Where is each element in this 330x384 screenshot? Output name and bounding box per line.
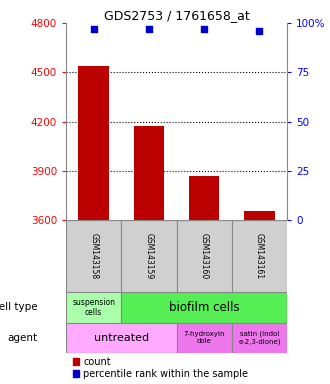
Bar: [121, 220, 177, 292]
Text: percentile rank within the sample: percentile rank within the sample: [83, 369, 248, 379]
Bar: [73, 358, 79, 365]
Text: count: count: [83, 357, 111, 367]
Bar: [66, 220, 121, 292]
Text: 7-hydroxyin
dole: 7-hydroxyin dole: [183, 331, 225, 344]
Point: [257, 28, 262, 34]
Bar: [177, 220, 232, 292]
Text: satin (indol
e-2,3-dione): satin (indol e-2,3-dione): [238, 331, 281, 345]
Text: agent: agent: [7, 333, 37, 343]
Bar: [177, 323, 232, 353]
Point: [146, 26, 151, 32]
Bar: [232, 323, 287, 353]
Text: biofilm cells: biofilm cells: [169, 301, 240, 314]
Bar: [121, 292, 287, 323]
Text: GSM143159: GSM143159: [145, 233, 153, 280]
Bar: [79, 66, 109, 220]
Point: [91, 26, 96, 32]
Text: suspension
cells: suspension cells: [72, 298, 115, 317]
Point: [202, 26, 207, 32]
Title: GDS2753 / 1761658_at: GDS2753 / 1761658_at: [104, 9, 249, 22]
Text: GSM143158: GSM143158: [89, 233, 98, 280]
Text: GSM143160: GSM143160: [200, 233, 209, 280]
Text: cell type: cell type: [0, 303, 37, 313]
Bar: [66, 292, 121, 323]
Bar: [244, 210, 275, 220]
Text: GSM143161: GSM143161: [255, 233, 264, 280]
Bar: [232, 220, 287, 292]
Bar: [189, 176, 219, 220]
Text: untreated: untreated: [94, 333, 149, 343]
Bar: [73, 370, 79, 377]
Bar: [134, 126, 164, 220]
Bar: [66, 323, 177, 353]
